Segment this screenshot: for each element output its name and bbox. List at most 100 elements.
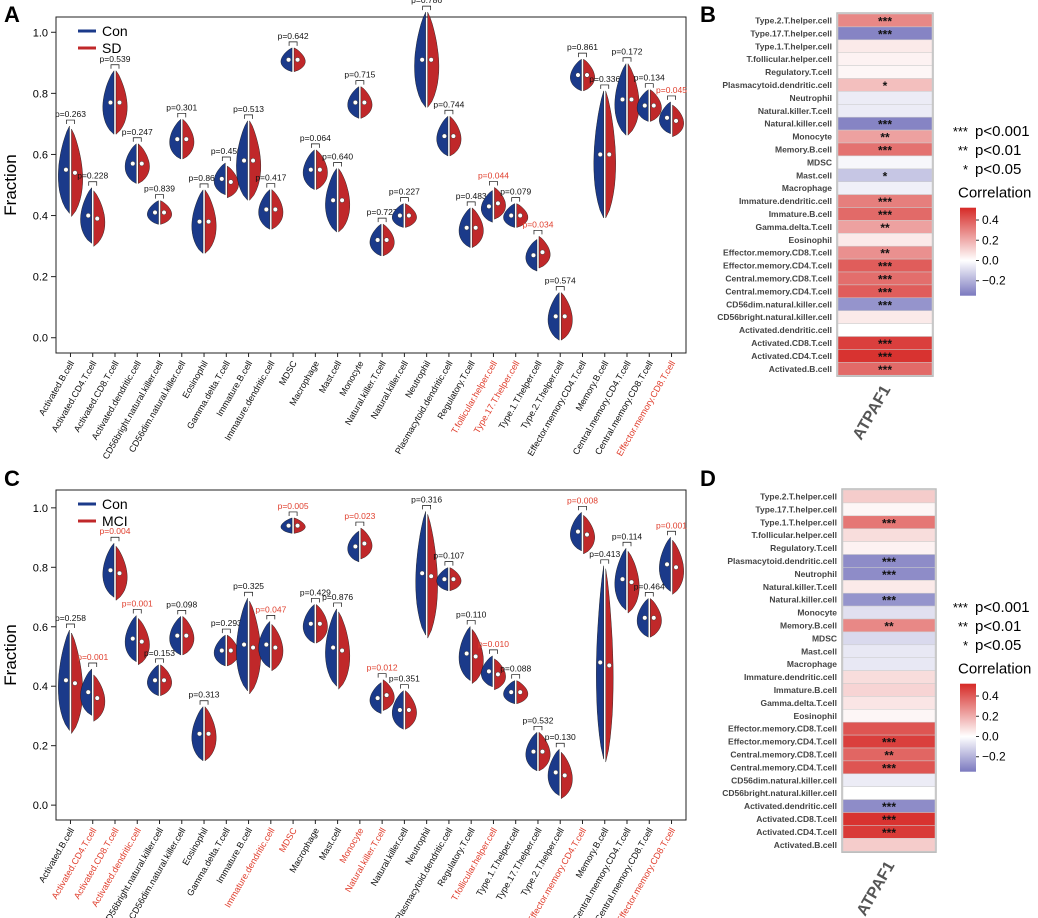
heatmap-row-label: Natural.killer.cell (764, 119, 832, 129)
median-point-con (241, 642, 247, 648)
y-axis-label: Fraction (1, 154, 20, 215)
significance-stars: *** (878, 260, 892, 274)
heatmap-cell (837, 91, 933, 105)
median-point-group (228, 179, 234, 185)
sig-legend-label: p<0.05 (975, 637, 1021, 654)
p-value-label: p=0.044 (478, 170, 509, 180)
violin-pair: p=0.008 (567, 495, 598, 555)
median-point-con (308, 621, 314, 627)
violin-pair: p=0.293 (211, 618, 242, 667)
median-point-con (664, 561, 670, 567)
median-point-con (308, 167, 314, 173)
significance-stars: *** (882, 813, 896, 827)
p-value-label: p=0.640 (322, 152, 353, 162)
p-bracket (66, 119, 75, 125)
p-value-label: p=0.642 (278, 31, 309, 41)
median-point-group (72, 680, 78, 686)
violin-pair: p=0.047 (255, 604, 287, 671)
sig-legend-label: p<0.05 (975, 161, 1021, 178)
p-value-label: p=0.008 (567, 495, 598, 505)
median-point-group (94, 216, 100, 222)
violin-pair: p=0.464 (634, 582, 665, 638)
median-point-con (397, 212, 403, 219)
p-bracket (221, 628, 231, 634)
heatmap-cell (837, 310, 933, 324)
median-point-con (642, 103, 648, 109)
violin-pair: p=0.110 (456, 609, 487, 685)
p-bracket (377, 673, 387, 678)
heatmap-row-label: T.follicular.helper.cell (746, 54, 832, 64)
significance-stars: *** (878, 272, 892, 286)
median-point-con (107, 99, 114, 106)
median-point-group (250, 645, 256, 651)
p-value-label: p=0.351 (389, 674, 420, 684)
p-bracket (489, 649, 498, 654)
median-point-con (508, 212, 514, 219)
p-value-label: p=0.012 (367, 663, 398, 673)
violin-pair: p=0.301 (166, 102, 198, 160)
heatmap-row-label: Mast.cell (796, 170, 832, 180)
heatmap-row-label: Immature.dendritic.cell (744, 672, 837, 682)
p-bracket (578, 505, 587, 511)
heatmap-frame (836, 12, 934, 377)
median-point-con (263, 206, 269, 212)
colorbar-tick-label: 0.4 (982, 689, 999, 703)
median-point-con (375, 695, 381, 701)
heatmap-row-label: CD56dim.natural.killer.cell (726, 299, 832, 309)
violin-pair: p=0.640 (322, 152, 353, 233)
median-point-con (286, 523, 292, 529)
heatmap-row-label: Plasmacytoid.dendritic.cell (727, 556, 837, 566)
heatmap-row-label: Eosinophil (789, 235, 832, 245)
violin-pair: p=0.098 (166, 599, 198, 656)
violin-pair: p=0.001 (656, 520, 687, 595)
median-point-group (450, 133, 456, 139)
heatmap-row-label: Effector.memory.CD4.T.cell (728, 737, 837, 747)
colorbar-tick-label: −0.2 (982, 274, 1006, 288)
median-point-con (553, 769, 559, 775)
p-bracket (110, 64, 120, 69)
p-value-label: p=0.001 (122, 598, 153, 608)
median-point-group (495, 671, 501, 677)
median-point-group (673, 564, 679, 570)
p-bracket (555, 742, 565, 748)
p-bracket (466, 201, 476, 206)
p-value-label: p=0.247 (122, 127, 153, 137)
significance-stars: ** (880, 247, 890, 261)
median-point-group (317, 167, 323, 173)
heatmap-row-label: Natural.killer.cell (769, 595, 837, 605)
median-point-group (183, 633, 189, 639)
significance-stars: *** (882, 736, 896, 750)
median-point-con (174, 136, 180, 142)
significance-stars: *** (878, 285, 892, 299)
heatmap-row-label: Type.1.T.helper.cell (760, 517, 837, 527)
p-bracket (244, 591, 253, 597)
significance-stars: *** (878, 363, 892, 377)
violin-pair: p=0.227 (389, 187, 420, 228)
p-bracket (533, 725, 543, 731)
violin-pair: p=0.034 (522, 219, 554, 272)
y-tick-label: 0.6 (33, 149, 48, 161)
p-value-label: p=0.413 (589, 549, 620, 559)
y-tick-label: 1.0 (33, 503, 48, 515)
heatmap-row-label: Central.memory.CD4.T.cell (725, 286, 832, 296)
median-point-group (651, 103, 657, 109)
violin-pair: p=0.079 (500, 187, 531, 228)
median-point-group (361, 99, 367, 106)
violin-pair: p=0.483 (456, 191, 487, 249)
p-bracket (667, 530, 676, 536)
legend-group-label: MCI (102, 513, 128, 529)
significance-stars: ** (884, 619, 894, 633)
heatmap-row-label: Regulatory.T.cell (770, 543, 837, 553)
colorbar-title: Correlation (958, 661, 1031, 678)
median-point-con (441, 576, 447, 582)
colorbar-tick-label: 0.0 (982, 254, 999, 268)
heatmap-row-label: Activated.dendritic.cell (739, 325, 832, 335)
p-value-label: p=0.228 (77, 171, 108, 181)
y-tick-label: 0.8 (33, 88, 48, 100)
violin-pair: p=0.001 (77, 652, 108, 722)
p-bracket (310, 598, 320, 603)
p-value-label: p=0.227 (389, 187, 420, 197)
median-point-con (152, 677, 158, 683)
median-point-con (107, 567, 114, 573)
